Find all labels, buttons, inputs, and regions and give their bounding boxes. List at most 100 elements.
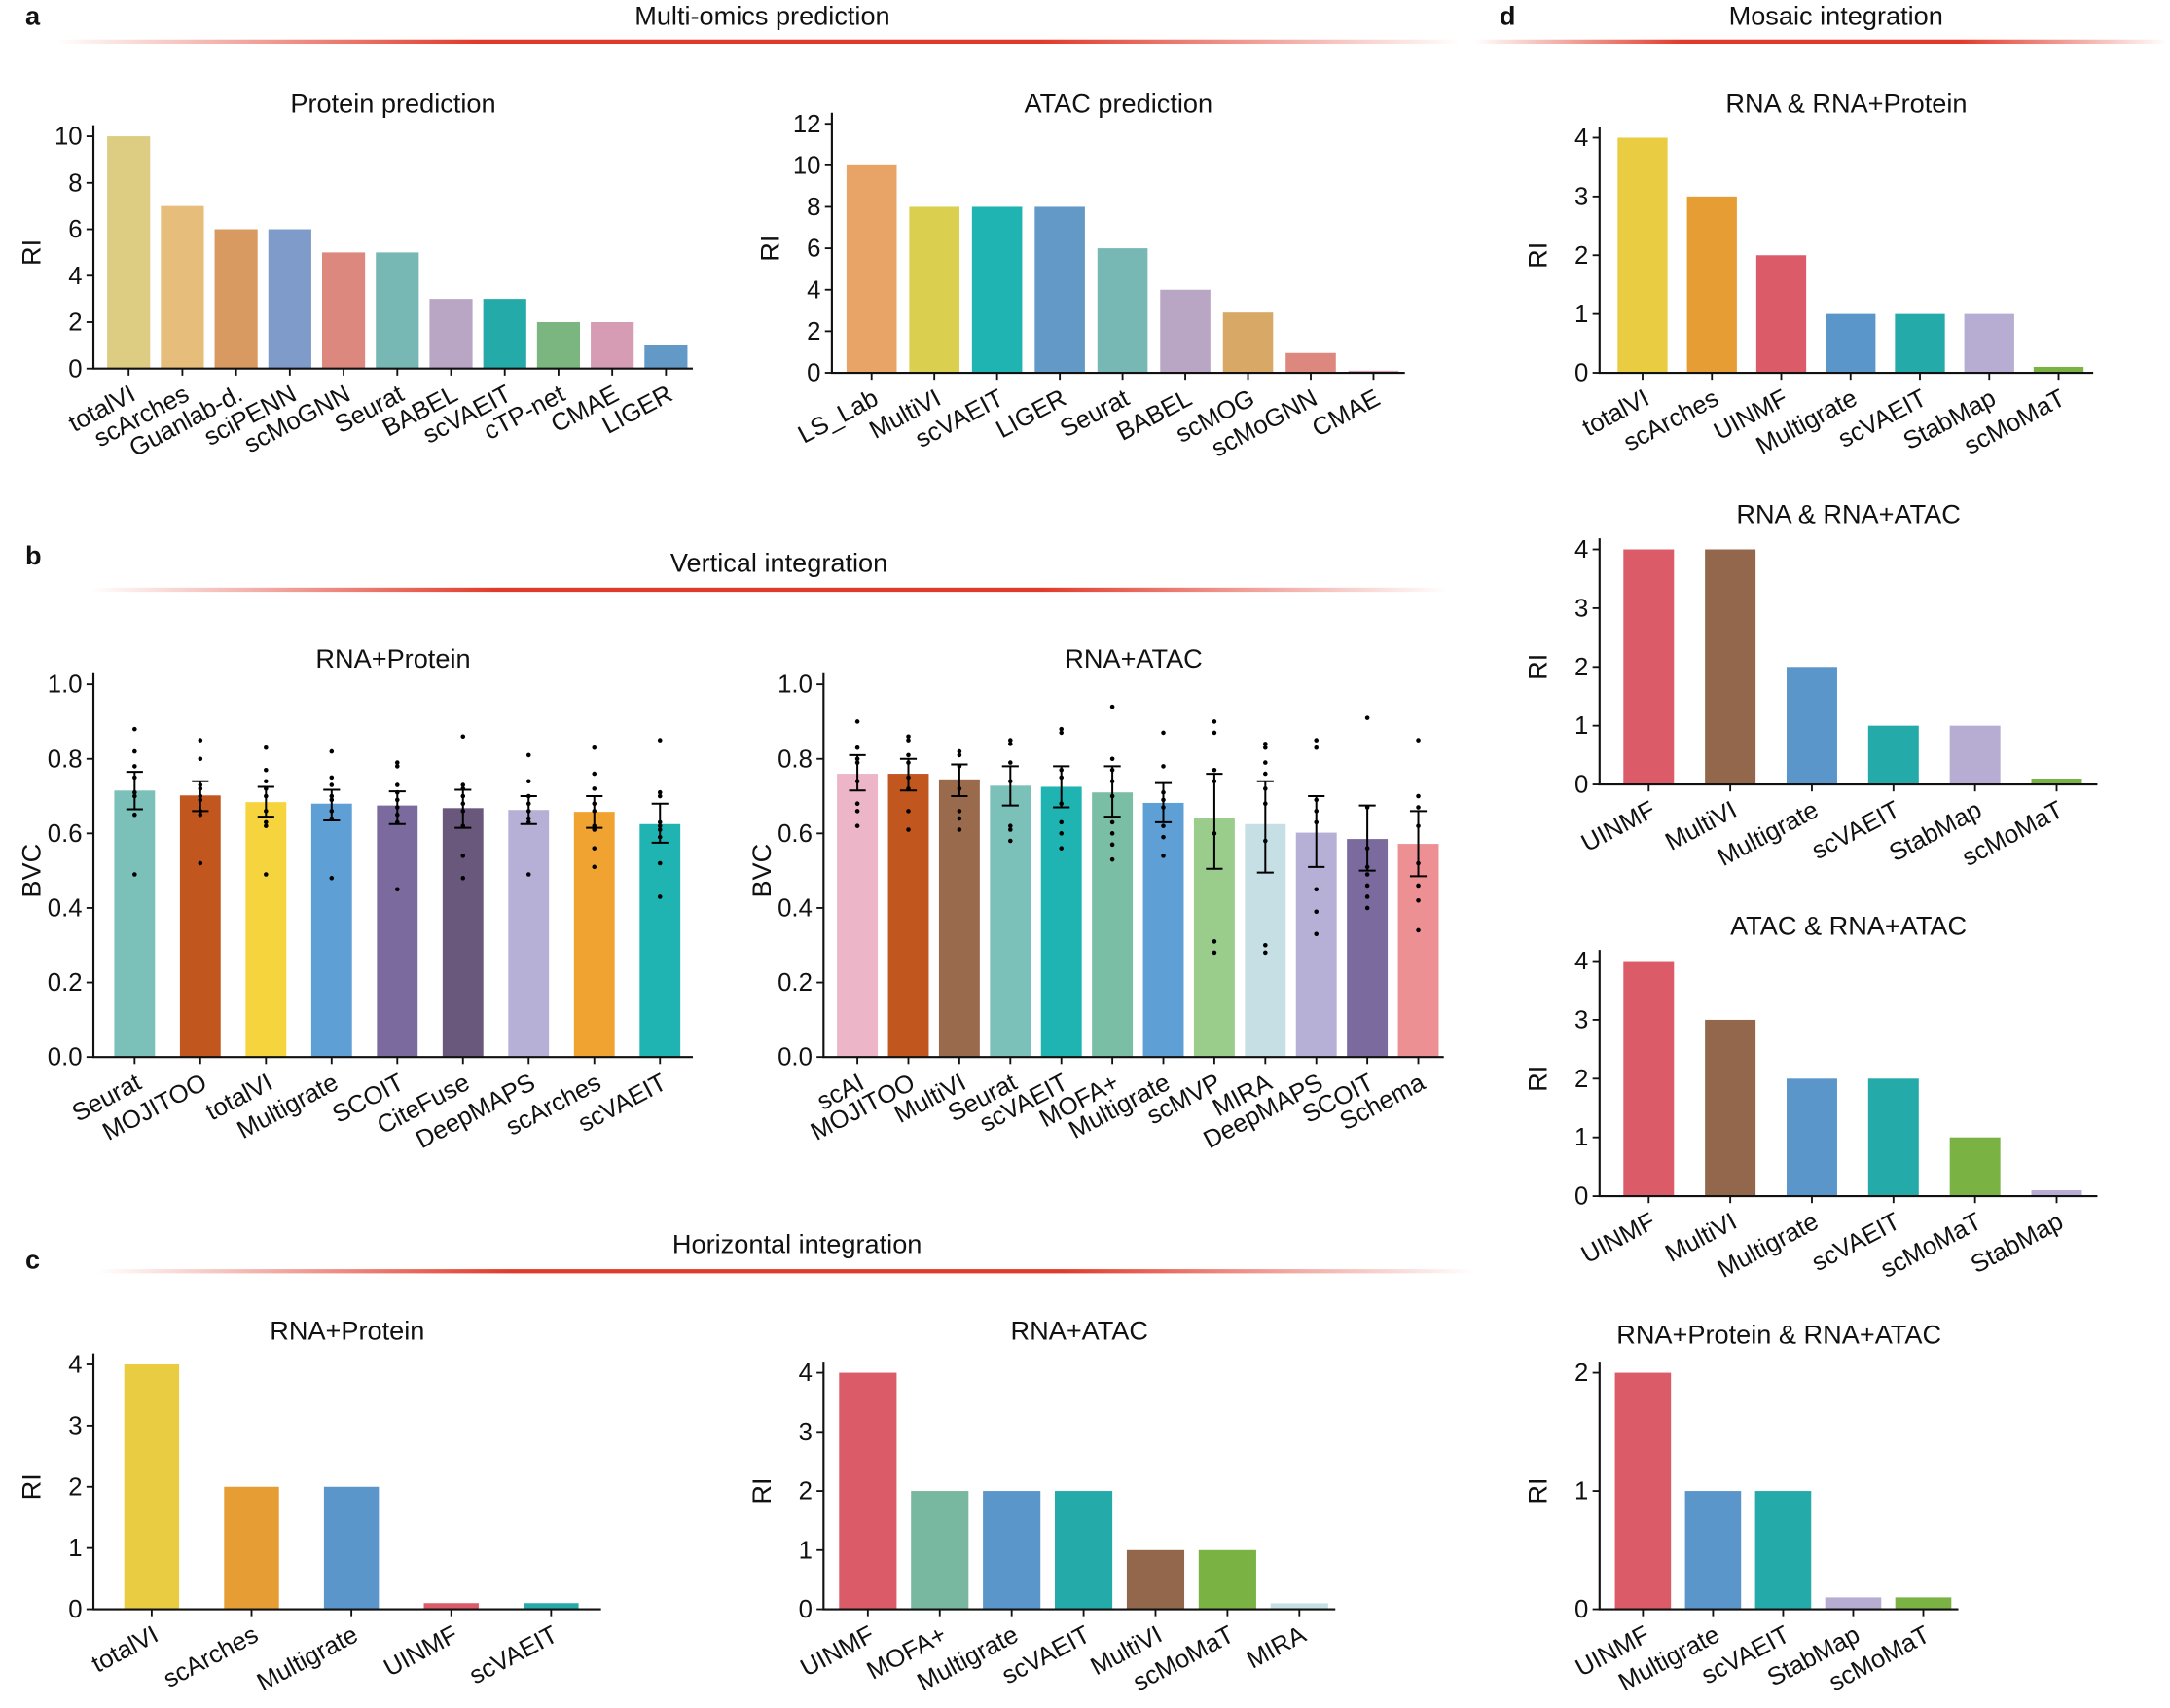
bar-MOJITOO	[179, 795, 221, 1058]
bar-Guanlab-d.	[214, 229, 258, 369]
error-bar	[454, 788, 472, 829]
data-point	[264, 872, 269, 877]
data-point	[394, 764, 400, 769]
data-point	[198, 860, 203, 866]
data-point	[132, 748, 137, 754]
chart-title: RNA+Protein	[315, 643, 470, 673]
data-point	[1059, 831, 1064, 836]
y-tick-label: 10	[793, 152, 821, 179]
data-point	[1008, 742, 1013, 746]
y-tick-label: 4	[1574, 948, 1588, 975]
data-point	[1059, 846, 1064, 851]
y-axis-label: BVC	[17, 844, 47, 898]
y-tick-label: 0	[68, 355, 82, 382]
bar-UINMF	[1623, 961, 1675, 1197]
bar-scVAEIT	[1867, 725, 1919, 785]
bar-Multigrate	[1684, 1491, 1742, 1610]
data-point	[1212, 719, 1217, 724]
data-point	[1109, 831, 1115, 836]
y-tick-label: 1	[1574, 1478, 1588, 1506]
data-point	[1364, 894, 1370, 899]
data-point	[1212, 767, 1217, 773]
data-point	[1008, 823, 1013, 828]
bar-totalVI	[245, 802, 287, 1058]
x-tick-label: StabMap	[1967, 1208, 2068, 1279]
error-bar	[1256, 780, 1274, 874]
data-point	[1263, 745, 1268, 750]
bar-MultiVI	[1705, 549, 1756, 785]
panel-letter: d	[1500, 1, 1516, 31]
y-tick-label: 1.0	[778, 672, 813, 699]
y-tick-label: 0	[68, 1596, 82, 1623]
bar-UINMF	[1755, 255, 1807, 374]
y-tick-label: 0	[1574, 1183, 1588, 1211]
chart-title: ATAC & RNA+ATAC	[1730, 910, 1967, 940]
error-bar	[951, 763, 968, 798]
data-point	[460, 876, 466, 881]
bar-Multigrate	[1786, 1078, 1837, 1197]
data-point	[1161, 764, 1166, 769]
bar-CiteFuse	[442, 808, 484, 1058]
error-bar	[1409, 810, 1428, 878]
y-axis-label: RI	[1522, 654, 1552, 680]
data-point	[854, 801, 860, 806]
bar-scVAEIT	[1055, 1491, 1113, 1610]
y-tick-label: 4	[68, 1352, 82, 1379]
y-tick-label: 8	[807, 194, 820, 221]
chart-b2: RNA+ATACBVC0.00.20.40.60.81.0scAIMOJITOO…	[746, 643, 1444, 1154]
error-bar	[192, 780, 209, 813]
data-point	[1161, 834, 1166, 840]
y-tick-label: 4	[799, 1360, 813, 1387]
data-point	[1416, 898, 1421, 903]
y-tick-label: 4	[807, 276, 820, 304]
data-point	[657, 894, 663, 899]
data-point	[198, 812, 203, 818]
bar-Multigrate	[310, 803, 352, 1058]
x-tick-label: UINMF	[796, 1621, 879, 1683]
data-point	[132, 812, 137, 818]
error-bar	[1358, 804, 1376, 872]
y-tick-label: 0.6	[778, 820, 813, 848]
bar-DeepMAPS	[1295, 832, 1337, 1058]
data-point	[1008, 827, 1013, 832]
data-point	[264, 745, 269, 750]
section-d: d Mosaic integration	[1474, 1, 2167, 45]
chart-c2: RNA+ATACRI01234UINMFMOFA+MultigratescVAE…	[746, 1315, 1336, 1696]
y-tick-label: 1	[1574, 712, 1588, 740]
bar-sciPENN	[268, 229, 311, 369]
error-bar	[899, 757, 918, 792]
bar-scArches	[224, 1486, 279, 1610]
data-point	[1416, 927, 1421, 933]
data-point	[132, 726, 137, 732]
bar-Multigrate	[1826, 313, 1876, 374]
data-point	[906, 734, 911, 740]
error-bar	[1154, 781, 1173, 823]
y-tick-label: 0.4	[778, 895, 813, 923]
chart-title: RNA+ATAC	[1065, 643, 1203, 673]
data-point	[906, 752, 911, 758]
data-point	[1008, 738, 1013, 743]
bar-BABEL	[429, 299, 473, 369]
bar-LIGER	[644, 345, 688, 369]
bar-scMoMaT	[1198, 1549, 1256, 1610]
bar-scVAEIT	[639, 823, 681, 1058]
chart-c1: RNA+Protein RI 0 1 2 3 4 totalVIscArchesMultigr…	[17, 1315, 601, 1696]
y-tick-label: 0.2	[48, 969, 83, 997]
error-bar	[520, 795, 537, 825]
data-point	[1314, 909, 1320, 915]
section-b: b Vertical integration	[25, 540, 1447, 593]
bar-Seurat	[114, 790, 156, 1058]
y-tick-label: 0.4	[48, 895, 83, 923]
bar-Multigrate	[323, 1486, 380, 1610]
x-tick-label: totalVI	[88, 1621, 163, 1679]
data-point	[1364, 872, 1370, 877]
data-point	[1364, 905, 1370, 911]
error-bar	[1001, 765, 1019, 807]
y-tick-label: 0.8	[778, 745, 813, 773]
y-tick-label: 0	[1574, 1596, 1588, 1623]
bar-UINMF	[1623, 549, 1675, 785]
y-tick-label: 6	[807, 236, 820, 263]
bar-StabMap	[1949, 725, 2001, 785]
data-point	[329, 876, 335, 881]
